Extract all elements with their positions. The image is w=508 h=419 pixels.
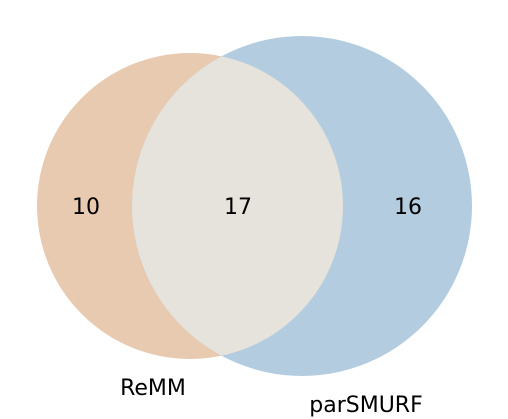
parsmurf-set-label: parSMURF	[309, 393, 422, 418]
remm-set-label: ReMM	[120, 376, 186, 401]
intersection-count: 17	[224, 195, 252, 220]
intersection-region	[132, 53, 343, 359]
parsmurf-only-count: 16	[394, 195, 422, 220]
remm-only-count: 10	[72, 195, 100, 220]
